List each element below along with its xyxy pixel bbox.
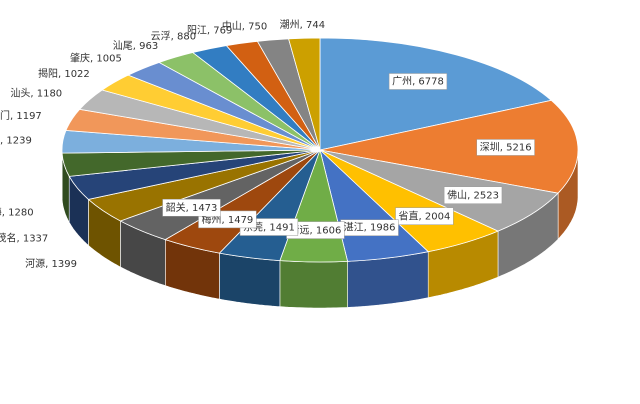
data-label: 韶关, 1473 <box>166 201 218 214</box>
slice-side <box>219 253 280 307</box>
data-label: 汕头, 1180 <box>10 87 62 99</box>
data-label: 惠州, 1239 <box>0 134 32 147</box>
data-label: 广州, 6778 <box>392 75 444 87</box>
data-label: 中山, 750 <box>222 20 267 33</box>
data-label: 深圳, 5216 <box>480 141 532 153</box>
data-label: 佛山, 2523 <box>447 189 499 202</box>
slice-side <box>280 261 348 308</box>
data-label: 潮州, 744 <box>280 18 325 31</box>
data-label: 肇庆, 1005 <box>70 52 122 65</box>
data-label: 珠海, 1280 <box>0 206 34 219</box>
data-label: 茂名, 1337 <box>0 232 48 245</box>
data-label: 湛江, 1986 <box>344 222 396 234</box>
data-label: 河源, 1399 <box>25 257 77 270</box>
data-label: 江门, 1197 <box>0 109 42 122</box>
data-label: 揭阳, 1022 <box>38 67 90 80</box>
data-label: 省直, 2004 <box>399 210 451 223</box>
